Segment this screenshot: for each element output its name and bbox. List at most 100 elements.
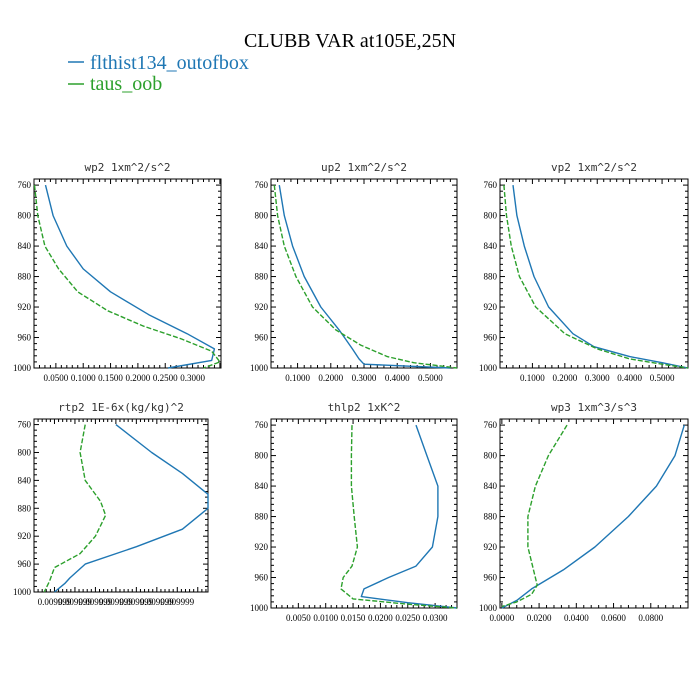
y-tick-label: 880	[484, 512, 498, 522]
series-line-flthist	[278, 184, 451, 369]
x-tick-label: 0.009999	[58, 597, 92, 607]
y-tick-label: 1000	[13, 363, 32, 373]
x-tick-label: 0.1500	[98, 373, 123, 383]
x-tick-label: 0.0400	[564, 613, 589, 623]
series-line-taus	[503, 185, 689, 369]
series-line-taus	[340, 425, 458, 609]
y-tick-label: 760	[18, 180, 32, 190]
plot-frame	[33, 418, 209, 593]
y-tick-label: 1000	[250, 603, 269, 613]
x-tick-label: 0.0150	[341, 613, 366, 623]
x-tick-label: 0.1000	[520, 373, 545, 383]
x-tick-label: 0.009999	[79, 597, 113, 607]
series-line-flthist	[44, 184, 216, 369]
figure-title: CLUBB VAR at105E,25N	[244, 30, 456, 52]
panel-title: wp3 1xm^3/s^3	[551, 401, 637, 414]
y-tick-label: 960	[484, 573, 498, 583]
y-tick-label: 800	[18, 211, 32, 221]
y-tick-label: 1000	[13, 587, 32, 597]
y-tick-label: 840	[18, 241, 32, 251]
y-tick-label: 880	[484, 272, 498, 282]
y-tick-label: 760	[484, 180, 498, 190]
panels: wp2 1xm^2/s^2 760 800 840 880 920 960 1000 0.050…	[13, 161, 689, 623]
x-tick-label: 0.0200	[527, 613, 552, 623]
x-tick-label: 0.0250	[395, 613, 420, 623]
panel-title: wp2 1xm^2/s^2	[84, 161, 170, 174]
x-tick-label: 0.0050	[286, 613, 311, 623]
panel-title: thlp2 1xK^2	[328, 401, 401, 414]
plot-frame	[499, 178, 689, 369]
x-tick-label: 0.0000	[489, 613, 514, 623]
y-tick-label: 760	[18, 420, 32, 430]
series-line-flthist	[501, 424, 685, 609]
y-tick-label: 800	[18, 447, 32, 457]
y-tick-label: 880	[255, 272, 269, 282]
y-tick-label: 760	[484, 420, 498, 430]
plot-frame	[270, 418, 458, 609]
panel-title: up2 1xm^2/s^2	[321, 161, 407, 174]
x-tick-label: 0.2000	[126, 373, 151, 383]
y-tick-label: 920	[484, 542, 498, 552]
x-tick-label: 0.009999	[38, 597, 72, 607]
plot-frame	[270, 178, 458, 369]
y-tick-label: 920	[18, 302, 32, 312]
x-tick-label: 0.2000	[318, 373, 343, 383]
x-tick-label: 0.0800	[638, 613, 663, 623]
y-tick-label: 880	[18, 272, 32, 282]
x-tick-label: 0.5000	[650, 373, 675, 383]
y-tick-label: 760	[255, 180, 269, 190]
x-tick-label: 0.3000	[352, 373, 377, 383]
y-tick-label: 840	[255, 241, 269, 251]
x-tick-label: 0.4000	[385, 373, 410, 383]
plot-frame	[499, 418, 689, 609]
x-tick-label: 0.0600	[601, 613, 626, 623]
y-tick-label: 760	[255, 420, 269, 430]
x-tick-label: 0.3000	[180, 373, 205, 383]
legend: flthist134_outofbox taus_oob	[68, 52, 249, 95]
y-tick-label: 920	[255, 542, 269, 552]
y-tick-label: 840	[255, 481, 269, 491]
x-tick-label: 0.009999	[119, 597, 153, 607]
y-tick-label: 960	[18, 559, 32, 569]
panel-3: rtp2 1E-6x(kg/kg)^2 760 800 840 880 920 960 100…	[13, 401, 209, 607]
x-tick-label: 0.0100	[313, 613, 338, 623]
panel-1: up2 1xm^2/s^2 760 800 840 880 920 960 1000 0.100…	[250, 161, 458, 383]
series-line-taus	[273, 185, 458, 369]
series-line-flthist	[360, 424, 458, 609]
y-tick-label: 800	[255, 211, 269, 221]
y-tick-label: 1000	[479, 603, 498, 613]
panel-title: vp2 1xm^2/s^2	[551, 161, 637, 174]
panel-title: rtp2 1E-6x(kg/kg)^2	[58, 401, 184, 414]
panel-5: wp3 1xm^3/s^3 760 800 840 880 920 960 10000.000…	[479, 401, 689, 623]
y-tick-label: 800	[255, 451, 269, 461]
panel-2: vp2 1xm^2/s^2 760 800 840 880 920 960 1000 0.100…	[479, 161, 689, 383]
legend-label-taus: taus_oob	[90, 73, 162, 95]
x-tick-label: 0.2000	[552, 373, 577, 383]
y-tick-label: 1000	[250, 363, 269, 373]
series-line-taus	[501, 424, 568, 608]
y-tick-label: 880	[255, 512, 269, 522]
y-tick-label: 880	[18, 503, 32, 513]
y-tick-label: 920	[18, 531, 32, 541]
series-line-taus	[43, 424, 107, 593]
x-tick-label: 0.009999	[160, 597, 194, 607]
y-tick-label: 840	[484, 481, 498, 491]
series-line-flthist	[54, 424, 209, 593]
x-tick-label: 0.009999	[140, 597, 174, 607]
panel-0: wp2 1xm^2/s^2 760 800 840 880 920 960 1000 0.050…	[13, 161, 222, 383]
x-tick-label: 0.2500	[153, 373, 178, 383]
y-tick-label: 840	[18, 475, 32, 485]
series-line-flthist	[512, 185, 689, 369]
legend-label-flthist: flthist134_outofbox	[90, 52, 249, 74]
y-tick-label: 1000	[479, 363, 498, 373]
y-tick-label: 920	[255, 302, 269, 312]
series-line-taus	[33, 185, 221, 369]
x-tick-label: 0.0500	[43, 373, 68, 383]
y-tick-label: 840	[484, 241, 498, 251]
y-tick-label: 960	[255, 573, 269, 583]
y-tick-label: 960	[18, 333, 32, 343]
y-tick-label: 920	[484, 302, 498, 312]
x-tick-label: 0.1000	[285, 373, 310, 383]
x-tick-label: 0.009999	[99, 597, 133, 607]
